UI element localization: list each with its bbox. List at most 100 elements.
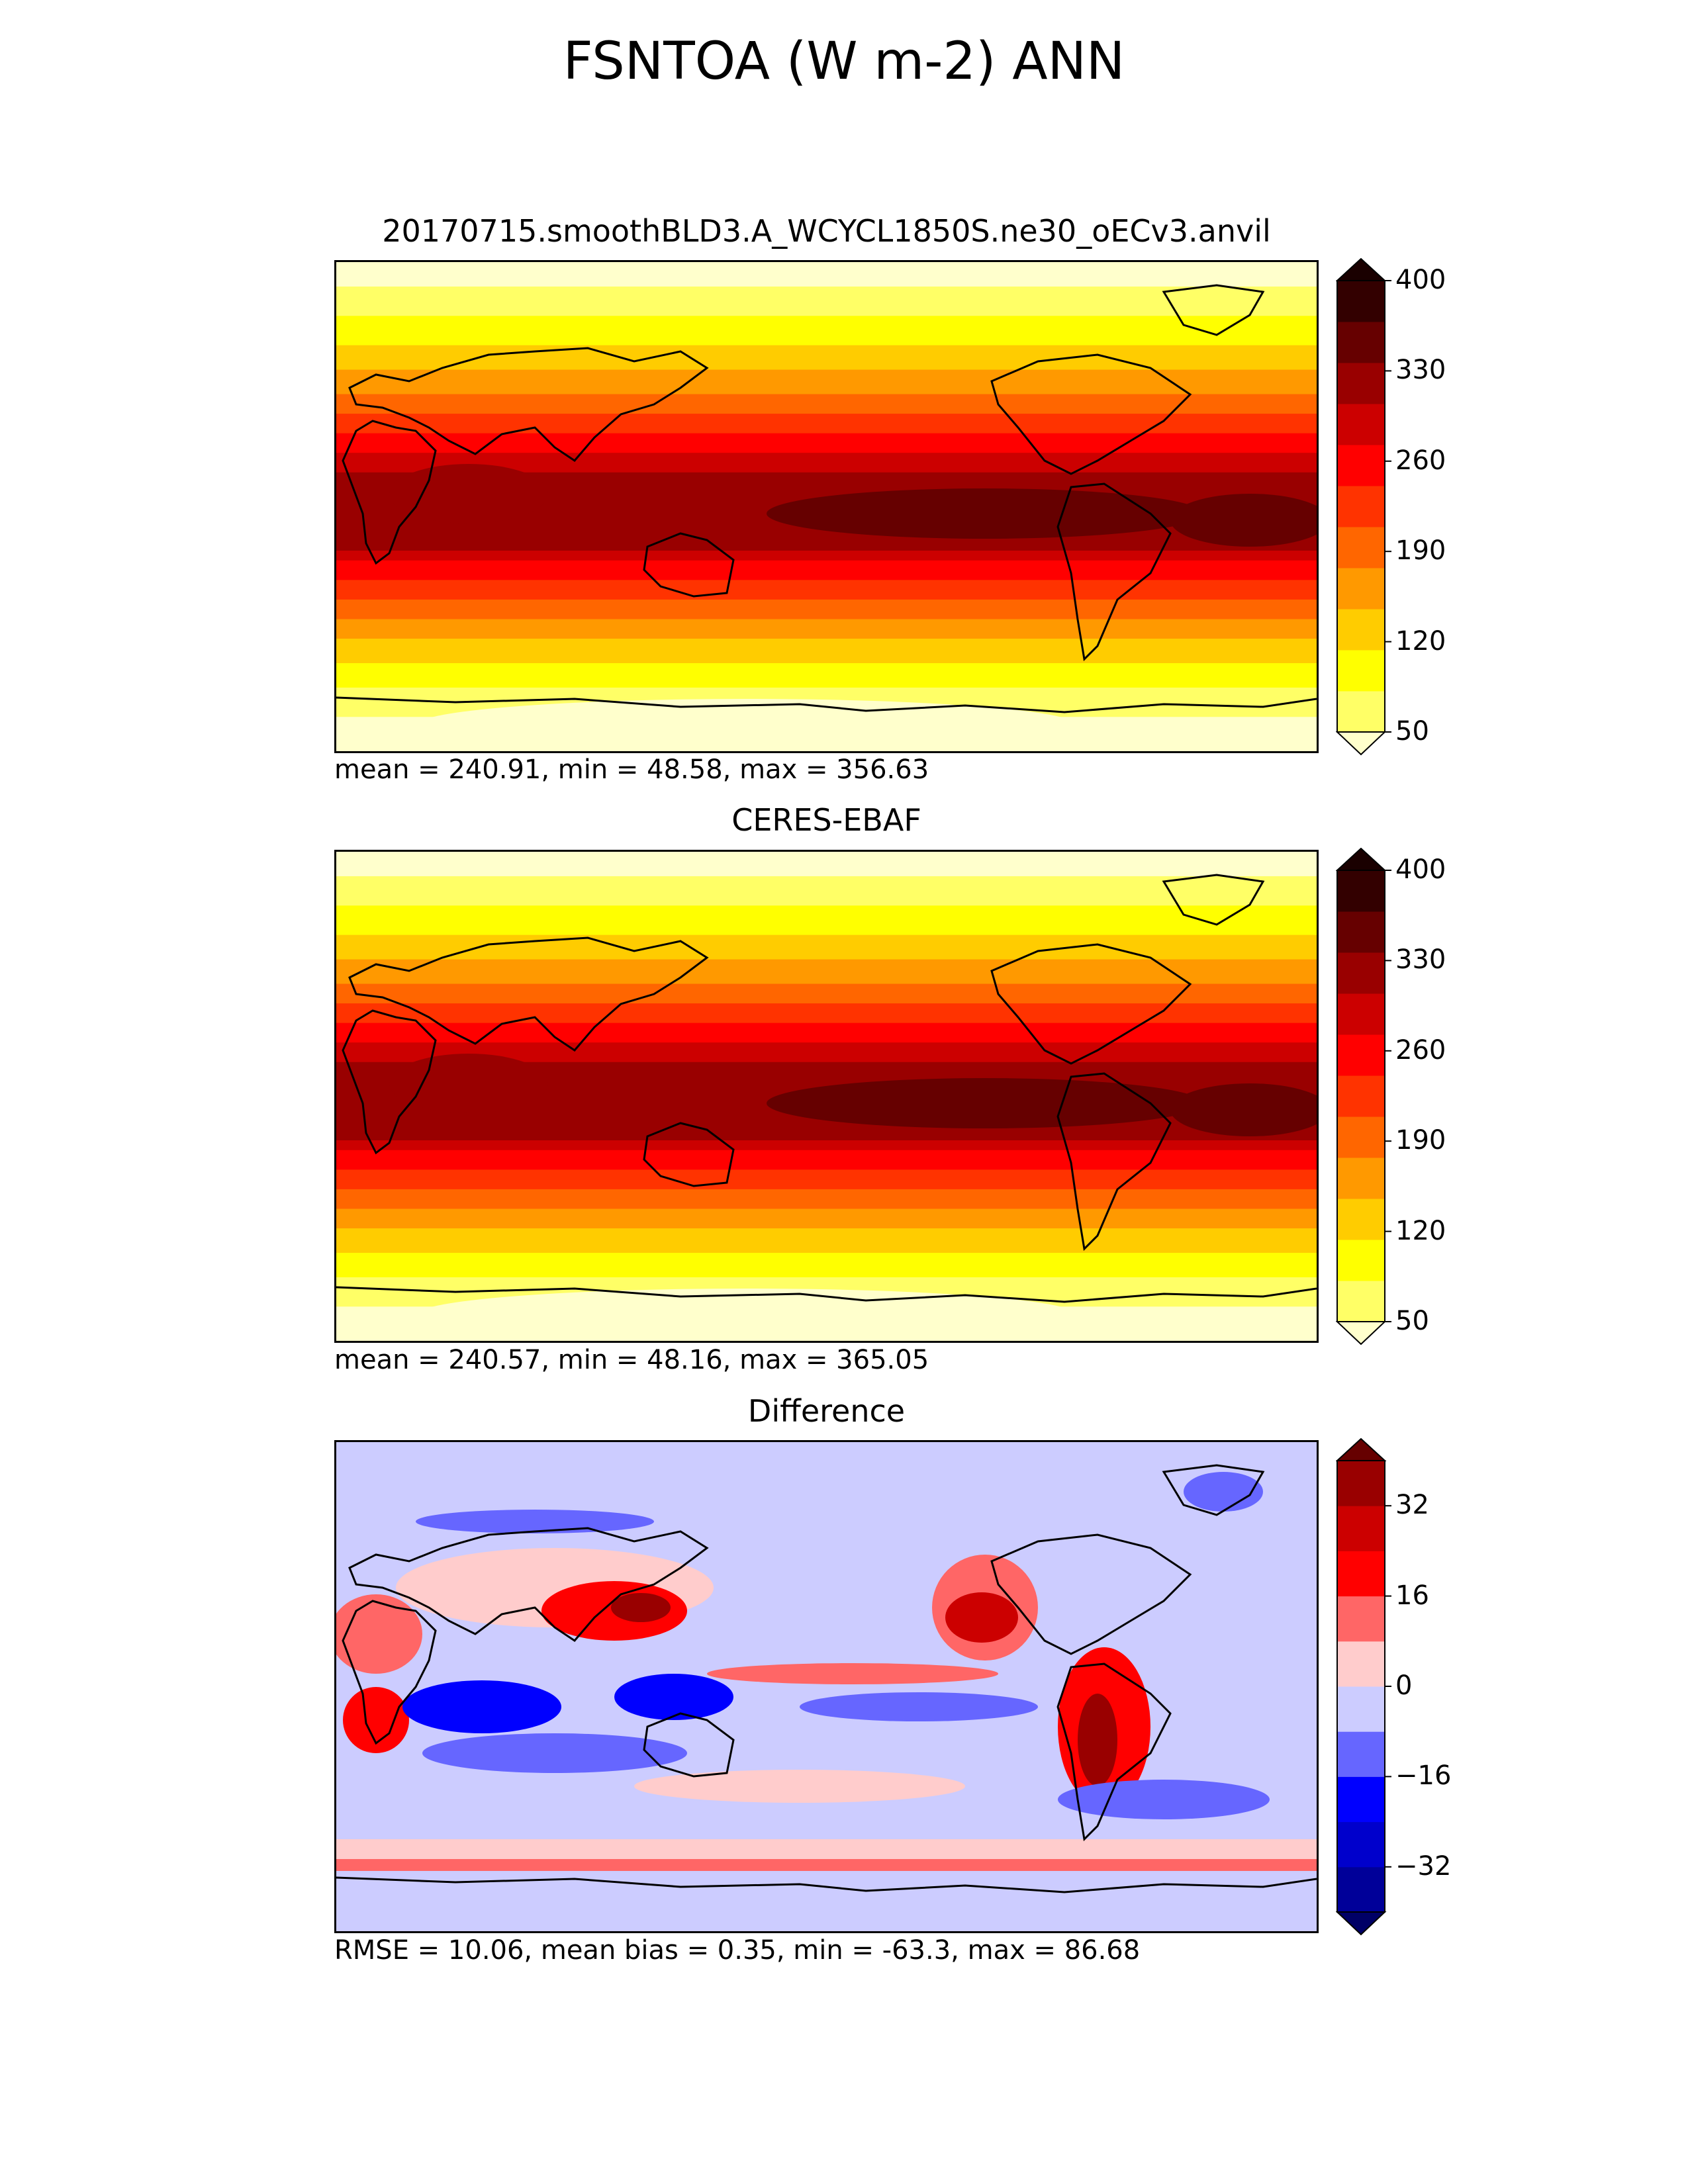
contour-band [343, 1687, 409, 1753]
colorbar-tick-label: 400 [1395, 854, 1446, 885]
contour-band [416, 699, 1078, 751]
colorbar-band [1337, 322, 1385, 363]
colorbar-band [1337, 363, 1385, 404]
coastline [342, 1600, 437, 1745]
contour-band [1170, 494, 1317, 547]
coastline [1162, 284, 1265, 336]
colorbar-band [1337, 568, 1385, 610]
colorbar-band [1337, 1506, 1385, 1551]
colorbar-extend-low [1335, 1911, 1387, 1936]
colorbar-tick-label: 0 [1395, 1670, 1413, 1701]
colorbar-tick-label: 260 [1395, 1034, 1446, 1066]
colorbar-band [1337, 1596, 1385, 1642]
colorbar-tick-label: 330 [1395, 944, 1446, 976]
coastline [348, 347, 709, 462]
colorbar-band [1337, 1116, 1385, 1158]
stats-text: mean = 240.91, min = 48.58, max = 356.63 [334, 754, 929, 785]
contour-band [422, 1733, 687, 1773]
stats-text: mean = 240.57, min = 48.16, max = 365.05 [334, 1345, 929, 1375]
colorbar-band [1337, 1641, 1385, 1687]
colorbar: 400 330 260 190 120 50 [1335, 847, 1495, 1345]
panel-title: Difference [747, 1393, 906, 1429]
colorbar-tick-label: 120 [1395, 625, 1446, 657]
colorbar-band [1337, 486, 1385, 527]
coastline [336, 1876, 1317, 1893]
contour-band [389, 464, 548, 523]
colorbar-tick-label: −16 [1395, 1760, 1452, 1792]
colorbar-tick-label: 50 [1395, 1306, 1429, 1336]
contour-band [336, 1442, 1317, 1461]
colorbar-band [1337, 1075, 1385, 1117]
coastline [643, 1122, 735, 1187]
colorbar-svg [1335, 1437, 1391, 1936]
colorbar-band [1337, 1034, 1385, 1076]
colorbar-band [1337, 609, 1385, 651]
colorbar-tick-label: 120 [1395, 1215, 1446, 1246]
contour-band [1170, 1083, 1317, 1136]
contour-band [389, 1054, 548, 1113]
map-diff [334, 1440, 1319, 1933]
colorbar-extend-low [1335, 1321, 1387, 1345]
coastline [990, 1533, 1192, 1655]
contour-band [767, 488, 1203, 539]
colorbar-tick-label: 190 [1395, 535, 1446, 567]
contour-band [1184, 1472, 1263, 1512]
contour-band [1078, 1694, 1117, 1786]
map-obs [334, 850, 1319, 1343]
contour-band [707, 1663, 998, 1684]
colorbar: 32 16 0 −16 −32 [1335, 1437, 1495, 1936]
contour-band [767, 1078, 1203, 1128]
contour-band [416, 1510, 654, 1533]
coastline [1162, 1464, 1265, 1516]
coastline [336, 696, 1317, 713]
colorbar-tick-label: 50 [1395, 716, 1429, 747]
contour-band [611, 1593, 671, 1622]
contour-band [634, 1770, 965, 1803]
colorbar-band [1337, 1240, 1385, 1281]
map-svg [336, 262, 1317, 751]
colorbar-band [1337, 1158, 1385, 1199]
contour-band [614, 1674, 733, 1720]
stats-text: RMSE = 10.06, mean bias = 0.35, min = -6… [334, 1935, 1141, 1966]
colorbar-band [1337, 993, 1385, 1035]
colorbar-band [1337, 1821, 1385, 1868]
colorbar-band [1337, 1686, 1385, 1732]
coastline [990, 353, 1192, 475]
contour-band [1058, 1780, 1270, 1819]
contour-band [336, 1594, 422, 1674]
coastline [1056, 482, 1172, 662]
panel-title: 20170715.smoothBLD3.A_WCYCL1850S.ne30_oE… [382, 213, 1271, 249]
panel-title: CERES-EBAF [731, 802, 921, 838]
colorbar-extend-low [1335, 731, 1387, 756]
colorbar-extend-high [1335, 257, 1387, 281]
colorbar-band [1337, 691, 1385, 733]
coastline [342, 1009, 437, 1155]
colorbar-band [1337, 1866, 1385, 1913]
coastline [643, 1712, 735, 1778]
contour-band [945, 1592, 1018, 1643]
colorbar-band [1337, 650, 1385, 692]
colorbar-tick-label: 16 [1395, 1580, 1429, 1611]
colorbar-band [1337, 404, 1385, 445]
colorbar-svg [1335, 257, 1391, 756]
coastline [348, 1527, 709, 1642]
coastline [1162, 874, 1265, 926]
colorbar-band [1337, 445, 1385, 486]
colorbar-tick-label: 260 [1395, 445, 1446, 476]
map-model [334, 260, 1319, 753]
contour-band [402, 1680, 561, 1733]
colorbar-tick-label: 190 [1395, 1125, 1446, 1156]
colorbar: 400 330 260 190 120 50 [1335, 257, 1495, 756]
colorbar-band [1337, 911, 1385, 953]
colorbar-band [1337, 870, 1385, 912]
contour-band [800, 1692, 1038, 1721]
colorbar-band [1337, 1731, 1385, 1777]
colorbar-band [1337, 1551, 1385, 1597]
colorbar-extend-high [1335, 847, 1387, 871]
colorbar-tick-label: −32 [1395, 1850, 1452, 1882]
colorbar-tick-label: 400 [1395, 265, 1446, 295]
colorbar-extend-high [1335, 1437, 1387, 1461]
colorbar-band [1337, 1776, 1385, 1823]
colorbar-svg [1335, 847, 1391, 1345]
coastline [1056, 1072, 1172, 1251]
